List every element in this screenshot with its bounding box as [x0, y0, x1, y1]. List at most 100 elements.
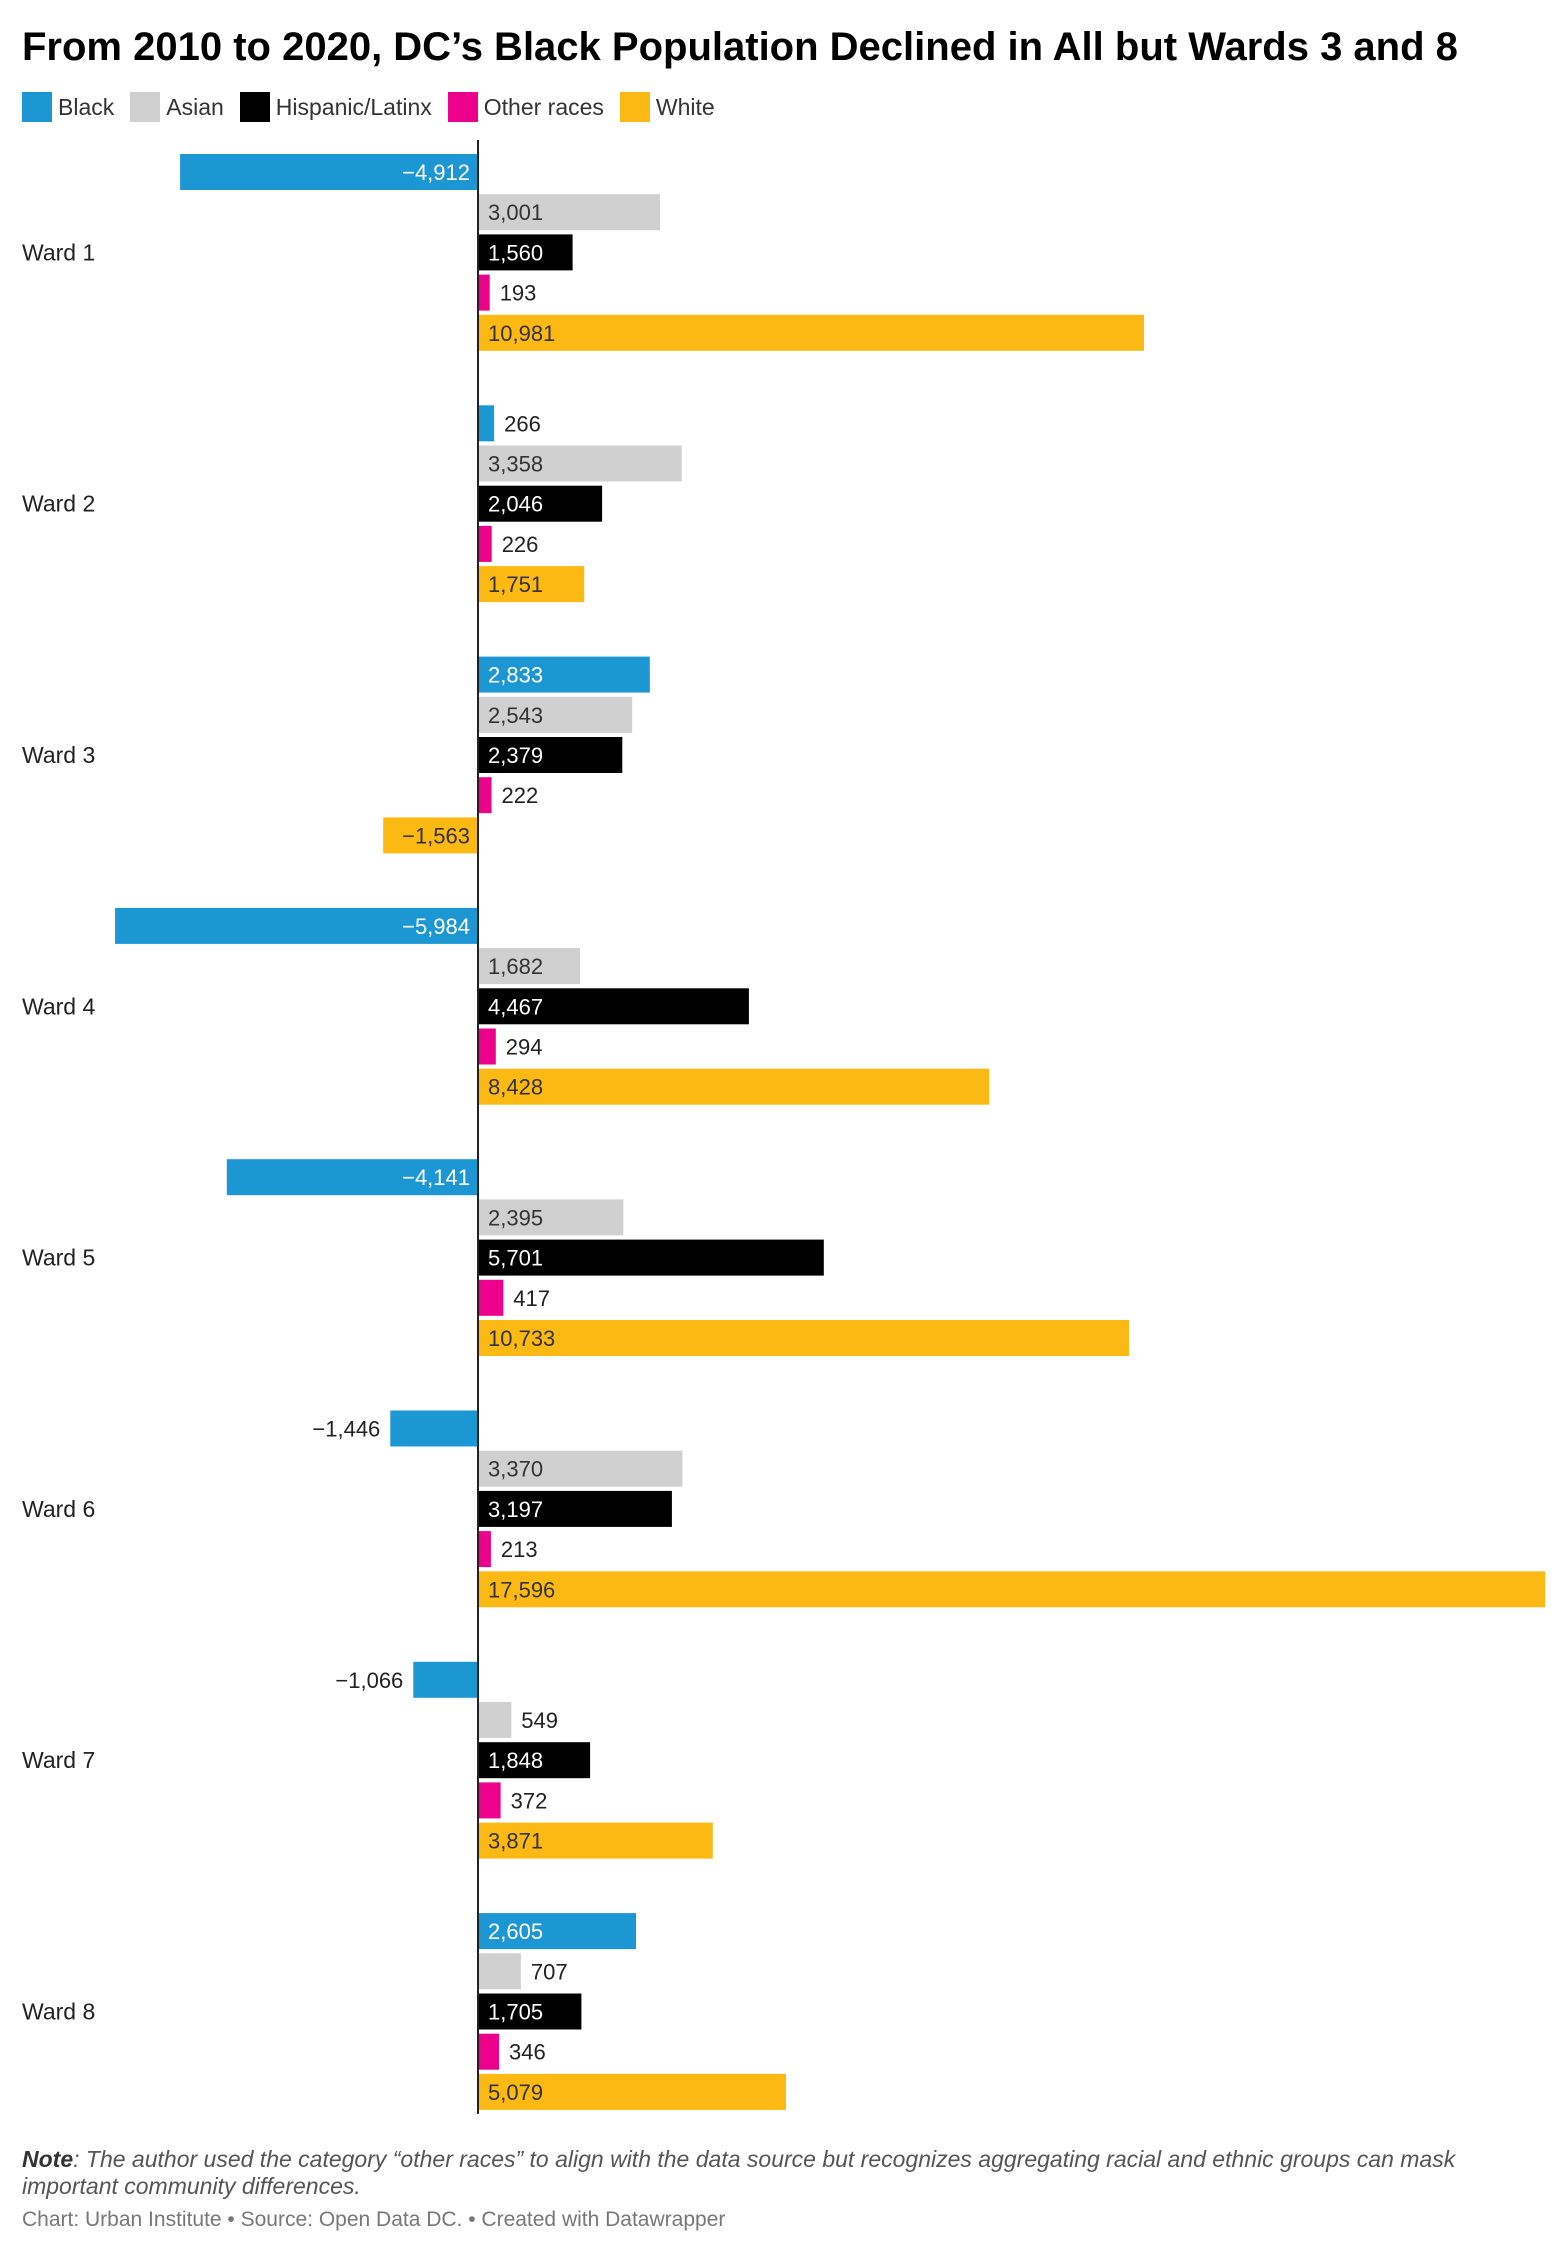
bar-ward-8-white — [478, 2073, 786, 2110]
bar-ward-4-black — [115, 907, 478, 944]
category-label-ward-1: Ward 1 — [22, 239, 95, 265]
bar-ward-4-white — [478, 1068, 990, 1105]
bar-ward-4-asian — [478, 948, 580, 985]
value-label-ward-5-hispanic-latinx: 5,701 — [488, 1246, 543, 1271]
category-label-ward-6: Ward 6 — [22, 1496, 95, 1522]
value-label-ward-7-other-races: 372 — [511, 1788, 548, 1813]
value-label-ward-5-black: −4,141 — [402, 1165, 470, 1190]
legend-item-hispanic-latinx: Hispanic/Latinx — [239, 92, 432, 122]
value-label-ward-1-asian: 3,001 — [488, 200, 543, 225]
bar-ward-5-asian — [478, 1199, 624, 1236]
value-label-ward-2-other-races: 226 — [502, 532, 539, 557]
value-label-ward-6-white: 17,596 — [488, 1577, 555, 1602]
value-label-ward-3-asian: 2,543 — [488, 703, 543, 728]
legend-item-other-races: Other races — [447, 92, 604, 122]
value-label-ward-4-asian: 1,682 — [488, 954, 543, 979]
bar-ward-3-other-races — [478, 777, 492, 814]
category-label-ward-4: Ward 4 — [22, 993, 95, 1019]
bar-ward-8-asian — [478, 1953, 521, 1990]
value-label-ward-1-other-races: 193 — [500, 281, 537, 306]
value-label-ward-4-black: −5,984 — [402, 914, 470, 939]
bar-ward-2-hispanic-latinx — [478, 485, 603, 522]
legend-swatch-black — [22, 92, 52, 122]
category-label-ward-8: Ward 8 — [22, 1999, 95, 2025]
legend-swatch-white — [619, 92, 650, 122]
legend-item-black: Black — [22, 92, 114, 122]
value-label-ward-7-white: 3,871 — [488, 1829, 543, 1854]
value-label-ward-7-hispanic-latinx: 1,848 — [488, 1748, 543, 1773]
legend-label-other-races: Other races — [483, 93, 604, 120]
bar-ward-1-asian — [478, 194, 660, 231]
value-label-ward-1-hispanic-latinx: 1,560 — [488, 240, 543, 265]
bar-ward-5-other-races — [478, 1279, 504, 1316]
legend-label-asian: Asian — [166, 93, 224, 120]
legend: Black Asian Hispanic/Latinx Other races … — [22, 92, 731, 122]
bar-ward-2-other-races — [478, 525, 492, 562]
bar-ward-5-hispanic-latinx — [478, 1239, 824, 1276]
bar-ward-2-asian — [478, 445, 682, 482]
value-label-ward-8-white: 5,079 — [488, 2080, 543, 2105]
chart-note: Note: The author used the category “othe… — [22, 2146, 1522, 2200]
value-label-ward-1-black: −4,912 — [402, 160, 470, 185]
bar-ward-1-black — [180, 154, 478, 190]
bar-ward-1-hispanic-latinx — [478, 234, 573, 271]
bar-ward-2-black — [478, 405, 495, 442]
category-label-ward-7: Ward 7 — [22, 1747, 95, 1773]
value-label-ward-8-asian: 707 — [531, 1959, 568, 1984]
bar-ward-5-black — [226, 1159, 478, 1196]
legend-label-white: White — [655, 93, 715, 120]
bar-ward-7-hispanic-latinx — [478, 1742, 591, 1779]
bar-ward-3-white — [383, 817, 478, 854]
value-label-ward-4-hispanic-latinx: 4,467 — [488, 994, 543, 1019]
value-label-ward-5-other-races: 417 — [513, 1286, 550, 1311]
bar-ward-8-black — [478, 1913, 636, 1950]
bar-ward-8-hispanic-latinx — [478, 1993, 582, 2030]
value-label-ward-4-other-races: 294 — [506, 1035, 543, 1060]
bar-ward-6-black — [390, 1410, 478, 1447]
bar-ward-7-other-races — [478, 1782, 501, 1819]
note-label: Note — [22, 2146, 74, 2172]
bar-ward-7-white — [478, 1822, 713, 1859]
bar-ward-1-white — [478, 314, 1144, 351]
value-label-ward-5-white: 10,733 — [488, 1326, 555, 1351]
bar-ward-6-white — [478, 1571, 1546, 1608]
value-label-ward-7-black: −1,066 — [335, 1668, 403, 1693]
value-label-ward-6-asian: 3,370 — [488, 1457, 543, 1482]
legend-swatch-other-races — [447, 92, 478, 122]
bar-ward-8-other-races — [478, 2033, 499, 2070]
value-label-ward-1-white: 10,981 — [488, 321, 555, 346]
category-label-ward-2: Ward 2 — [22, 491, 95, 517]
value-label-ward-6-hispanic-latinx: 3,197 — [488, 1497, 543, 1522]
bar-ward-3-asian — [478, 696, 633, 733]
note-text: : The author used the category “other ra… — [22, 2146, 1456, 2199]
bar-ward-6-asian — [478, 1450, 683, 1487]
value-label-ward-8-black: 2,605 — [488, 1919, 543, 1944]
value-label-ward-3-white: −1,563 — [402, 823, 470, 848]
value-label-ward-2-black: 266 — [504, 411, 541, 436]
bar-ward-4-hispanic-latinx — [478, 988, 749, 1025]
legend-swatch-hispanic-latinx — [239, 92, 270, 122]
value-label-ward-2-hispanic-latinx: 2,046 — [488, 492, 543, 517]
value-label-ward-5-asian: 2,395 — [488, 1205, 543, 1230]
legend-label-black: Black — [58, 93, 115, 120]
category-label-ward-5: Ward 5 — [22, 1245, 95, 1271]
bar-ward-6-other-races — [478, 1531, 491, 1568]
bar-ward-3-black — [478, 656, 650, 693]
value-label-ward-3-black: 2,833 — [488, 663, 543, 688]
category-label-ward-3: Ward 3 — [22, 742, 95, 768]
value-label-ward-6-other-races: 213 — [501, 1537, 538, 1562]
bar-ward-4-other-races — [478, 1028, 496, 1065]
chart-title: From 2010 to 2020, DC’s Black Population… — [22, 25, 1458, 69]
value-label-ward-8-other-races: 346 — [509, 2040, 546, 2065]
bar-chart: Ward 1 −4,912 3,001 1,560 193 10,981 Ward 2 266… — [22, 140, 1546, 2114]
bar-ward-1-other-races — [478, 274, 490, 311]
value-label-ward-3-hispanic-latinx: 2,379 — [488, 743, 543, 768]
value-label-ward-6-black: −1,446 — [312, 1417, 380, 1442]
bar-ward-3-hispanic-latinx — [478, 737, 623, 773]
bar-ward-6-hispanic-latinx — [478, 1490, 672, 1527]
legend-swatch-asian — [130, 92, 161, 122]
value-label-ward-7-asian: 549 — [521, 1708, 558, 1733]
value-label-ward-3-other-races: 222 — [502, 783, 539, 808]
legend-item-asian: Asian — [130, 92, 224, 122]
bar-ward-2-white — [478, 566, 585, 603]
